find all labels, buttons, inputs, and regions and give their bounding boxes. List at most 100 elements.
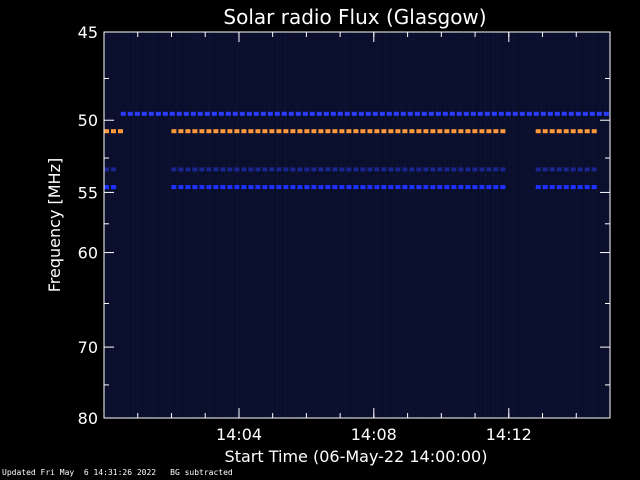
- noise-column: [132, 32, 135, 418]
- band-dash: [442, 111, 448, 116]
- noise-column: [536, 32, 539, 418]
- x-tick-label: 14:12: [486, 425, 532, 444]
- band-dash: [577, 167, 583, 172]
- noise-column: [188, 32, 191, 418]
- band-dash: [297, 167, 303, 172]
- band-dash: [533, 111, 539, 116]
- band-dash: [269, 185, 275, 190]
- band-dash: [540, 111, 546, 116]
- x-axis: 14:04 14:08 14:12: [137, 32, 577, 444]
- band-dash: [178, 167, 184, 172]
- noise-column: [412, 32, 415, 418]
- band-dash: [276, 129, 282, 134]
- noise-column: [196, 32, 199, 418]
- noise-column: [384, 32, 387, 418]
- noise-column: [584, 32, 587, 418]
- band-dash: [486, 129, 492, 134]
- band-dash: [232, 111, 238, 116]
- band-dash: [400, 111, 406, 116]
- band-dash: [332, 167, 338, 172]
- noise-column: [276, 32, 279, 418]
- band-dash: [549, 167, 555, 172]
- noise-column: [372, 32, 375, 418]
- bg-subtracted-note: BG subtracted: [170, 468, 233, 477]
- noise-column: [428, 32, 431, 418]
- band-dash: [423, 167, 429, 172]
- band-dash: [570, 167, 576, 172]
- band-dash: [120, 111, 126, 116]
- noise-column: [116, 32, 119, 418]
- noise-column: [144, 32, 147, 418]
- x-axis-label: Start Time (06-May-22 14:00:00): [225, 447, 488, 466]
- band-dash: [451, 129, 457, 134]
- y-axis-label: Frequency [MHz]: [45, 158, 64, 292]
- band-dash: [183, 111, 189, 116]
- noise-column: [256, 32, 259, 418]
- band-dash: [589, 111, 595, 116]
- band-dash: [570, 185, 576, 190]
- noise-column: [216, 32, 219, 418]
- band-dash: [603, 111, 609, 116]
- noise-column: [588, 32, 591, 418]
- noise-column: [320, 32, 323, 418]
- noise-column: [500, 32, 503, 418]
- band-dash: [325, 185, 331, 190]
- band-dash: [218, 111, 224, 116]
- band-dash: [486, 185, 492, 190]
- noise-column: [568, 32, 571, 418]
- noise-column: [552, 32, 555, 418]
- band-dash: [253, 111, 259, 116]
- noise-column: [272, 32, 275, 418]
- band-dash: [239, 111, 245, 116]
- band-dash: [416, 129, 422, 134]
- band-dash: [104, 129, 109, 134]
- band-dash: [241, 185, 247, 190]
- noise-column: [564, 32, 567, 418]
- noise-column: [304, 32, 307, 418]
- noise-column: [148, 32, 151, 418]
- band-dash: [351, 111, 357, 116]
- band-dash: [171, 129, 177, 134]
- noise-column: [260, 32, 263, 418]
- noise-column: [152, 32, 155, 418]
- noise-column: [308, 32, 311, 418]
- band-dash: [206, 167, 212, 172]
- band-dash: [325, 167, 331, 172]
- noise-column: [336, 32, 339, 418]
- noise-column: [104, 32, 107, 418]
- band-dash: [234, 185, 240, 190]
- band-dash: [234, 129, 240, 134]
- band-dash: [444, 185, 450, 190]
- band-dash: [479, 167, 485, 172]
- band-dash: [374, 185, 380, 190]
- band-dash: [470, 111, 476, 116]
- band-dash: [409, 185, 415, 190]
- noise-column: [368, 32, 371, 418]
- band-dash: [498, 111, 504, 116]
- band-dash: [409, 167, 415, 172]
- band-dash: [493, 129, 499, 134]
- band-dash: [472, 167, 478, 172]
- noise-column: [532, 32, 535, 418]
- band-dash: [290, 167, 296, 172]
- band-dash: [395, 167, 401, 172]
- band-dash: [192, 185, 198, 190]
- band-dash: [304, 129, 310, 134]
- band-dash: [430, 167, 436, 172]
- band-dash: [318, 185, 324, 190]
- band-dash: [248, 185, 254, 190]
- band-dash: [118, 129, 123, 134]
- noise-column: [484, 32, 487, 418]
- noise-column: [400, 32, 403, 418]
- band-dash: [111, 185, 116, 190]
- band-dash: [269, 129, 275, 134]
- noise-column: [280, 32, 283, 418]
- band-dash: [451, 167, 457, 172]
- noise-column: [604, 32, 607, 418]
- band-dash: [276, 167, 282, 172]
- band-dash: [402, 129, 408, 134]
- band-dash: [353, 129, 359, 134]
- band-dash: [388, 185, 394, 190]
- noise-column: [408, 32, 411, 418]
- band-dash: [542, 129, 548, 134]
